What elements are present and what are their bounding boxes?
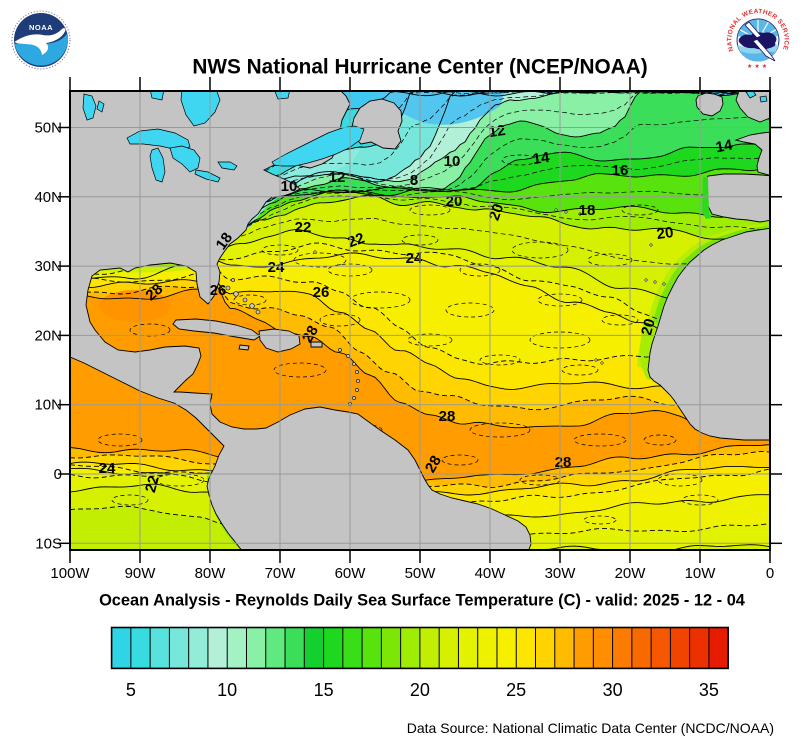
svg-text:40W: 40W xyxy=(475,565,507,582)
svg-text:20: 20 xyxy=(656,224,675,243)
svg-text:18: 18 xyxy=(579,202,596,219)
svg-text:22: 22 xyxy=(142,474,163,495)
svg-text:20: 20 xyxy=(486,201,508,222)
svg-text:28: 28 xyxy=(555,454,572,471)
svg-text:Data Source: National Climatic: Data Source: National Climatic Data Cent… xyxy=(407,720,774,736)
svg-text:30W: 30W xyxy=(545,565,577,582)
svg-text:★★★: ★★★ xyxy=(747,63,769,70)
svg-text:NWS National Hurricane Center: NWS National Hurricane Center (NCEP/NOAA… xyxy=(192,56,647,79)
svg-text:20: 20 xyxy=(410,680,430,700)
svg-text:10W: 10W xyxy=(685,565,717,582)
svg-text:NOAA: NOAA xyxy=(29,23,53,32)
svg-text:30: 30 xyxy=(603,680,623,700)
svg-text:10: 10 xyxy=(444,153,461,170)
svg-text:24: 24 xyxy=(99,460,116,477)
svg-text:10: 10 xyxy=(281,178,298,195)
svg-text:50N: 50N xyxy=(34,120,62,137)
svg-text:30N: 30N xyxy=(34,258,62,275)
svg-text:20: 20 xyxy=(446,193,463,210)
svg-text:0: 0 xyxy=(54,466,62,483)
svg-text:8: 8 xyxy=(410,172,418,189)
svg-text:20N: 20N xyxy=(34,327,62,344)
svg-text:20W: 20W xyxy=(615,565,647,582)
svg-text:40N: 40N xyxy=(34,189,62,206)
svg-text:18: 18 xyxy=(213,230,236,253)
svg-text:22: 22 xyxy=(345,230,366,252)
svg-text:20: 20 xyxy=(638,317,659,338)
svg-text:26: 26 xyxy=(210,282,227,299)
svg-text:14: 14 xyxy=(532,149,552,168)
svg-text:24: 24 xyxy=(268,259,285,276)
svg-text:60W: 60W xyxy=(335,565,367,582)
svg-text:24: 24 xyxy=(406,250,423,267)
svg-text:90W: 90W xyxy=(125,565,157,582)
svg-text:22: 22 xyxy=(295,219,312,236)
svg-text:12: 12 xyxy=(329,169,346,186)
svg-text:26: 26 xyxy=(313,284,330,301)
svg-text:12: 12 xyxy=(488,122,507,141)
svg-text:25: 25 xyxy=(506,680,526,700)
svg-text:28: 28 xyxy=(439,408,456,425)
svg-text:100W: 100W xyxy=(50,565,90,582)
svg-text:0: 0 xyxy=(766,565,774,582)
svg-text:14: 14 xyxy=(714,137,734,157)
svg-text:10S: 10S xyxy=(35,535,62,552)
svg-text:80W: 80W xyxy=(195,565,227,582)
svg-text:5: 5 xyxy=(126,680,136,700)
svg-text:15: 15 xyxy=(314,680,334,700)
svg-text:Ocean Analysis - Reynolds Dail: Ocean Analysis - Reynolds Daily Sea Surf… xyxy=(99,592,746,610)
svg-text:10N: 10N xyxy=(34,397,62,414)
svg-text:16: 16 xyxy=(612,162,629,179)
svg-text:50W: 50W xyxy=(405,565,437,582)
svg-text:28: 28 xyxy=(299,323,322,346)
svg-text:28: 28 xyxy=(422,453,445,476)
svg-text:70W: 70W xyxy=(265,565,297,582)
svg-text:35: 35 xyxy=(699,680,719,700)
svg-text:10: 10 xyxy=(217,680,237,700)
